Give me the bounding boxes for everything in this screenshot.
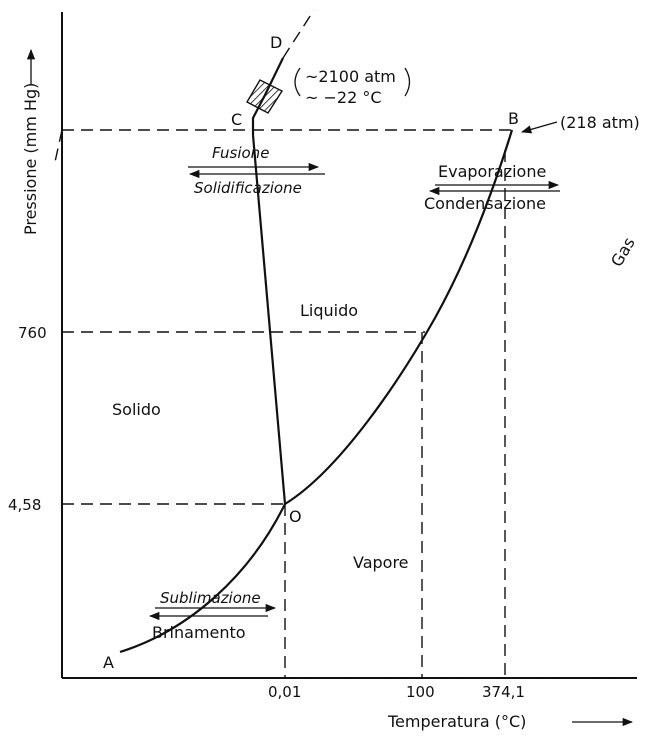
vaporization-curve	[284, 129, 514, 505]
x-axis-label: Temperatura (°C)	[387, 712, 526, 731]
point-c: C	[231, 110, 242, 129]
x-tick-100: 100	[406, 683, 435, 701]
y-tick-760: 760	[18, 324, 47, 342]
hatched-region	[246, 79, 284, 114]
label-solidificazione: Solidificazione	[194, 179, 302, 197]
c-annotation-brace-right	[404, 67, 411, 97]
point-b: B	[508, 109, 519, 128]
label-brinamento: Brinamento	[152, 623, 246, 642]
label-condensazione: Condensazione	[424, 194, 546, 213]
label-fusione: Fusione	[212, 144, 269, 162]
critical-pressure-arrow	[521, 121, 558, 134]
x-tick-3741: 374,1	[482, 683, 525, 701]
label-evaporazione: Evaporazione	[438, 162, 546, 181]
sublimation-curve	[119, 503, 286, 654]
melting-curve	[251, 134, 287, 505]
x-tick-001: 0,01	[268, 683, 301, 701]
y-tick-458: 4,58	[8, 496, 41, 514]
y-axis-label-group: Pressione (mm Hg)	[21, 48, 40, 235]
c-pressure-note: ~2100 atm	[305, 67, 396, 86]
y-axis-label: Pressione (mm Hg)	[21, 83, 40, 235]
region-gas: Gas	[607, 234, 639, 270]
guide-lower-axis-break	[54, 129, 63, 163]
point-a: A	[103, 653, 114, 672]
c-annotation-brace	[294, 67, 301, 97]
point-d: D	[270, 33, 282, 52]
point-o: O	[289, 507, 302, 526]
label-sublimazione: Sublimazione	[160, 589, 261, 607]
region-liquid: Liquido	[300, 301, 358, 320]
region-vapor: Vapore	[353, 553, 409, 572]
d-dashed-extension	[282, 9, 315, 59]
critical-pressure-note: (218 atm)	[560, 113, 640, 132]
region-solid: Solido	[112, 400, 161, 419]
c-temperature-note: ~ −22 °C	[305, 88, 382, 107]
